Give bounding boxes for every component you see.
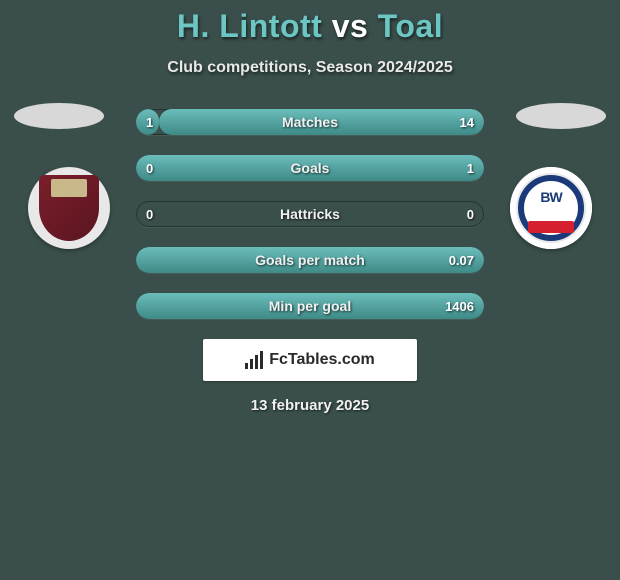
player2-club-badge: BW [510, 167, 592, 249]
stat-rows: 1 Matches 14 0 Goals 1 0 Hattricks 0 [136, 109, 484, 319]
chart-bars-icon [245, 351, 263, 369]
branding-label: FcTables.com [269, 351, 375, 369]
stat-label: Min per goal [136, 293, 484, 319]
stat-value-right: 14 [450, 109, 484, 135]
stat-value-left: 0 [136, 155, 163, 181]
stat-label: Goals per match [136, 247, 484, 273]
title-player1: H. Lintott [177, 8, 322, 44]
stat-label: Hattricks [136, 201, 484, 227]
subtitle: Club competitions, Season 2024/2025 [0, 59, 620, 77]
player2-photo [516, 103, 606, 129]
stat-value-left [136, 293, 156, 319]
stat-row-min-per-goal: Min per goal 1406 [136, 293, 484, 319]
stat-value-right: 1406 [435, 293, 484, 319]
comparison-area: BW 1 Matches 14 0 Goals 1 0 [0, 109, 620, 319]
stat-value-left [136, 247, 156, 273]
crest-ribbon-icon [528, 221, 574, 233]
player1-photo [14, 103, 104, 129]
stat-value-right: 0 [457, 201, 484, 227]
footer-date: 13 february 2025 [0, 397, 620, 414]
stat-value-left: 0 [136, 201, 163, 227]
stat-row-goals: 0 Goals 1 [136, 155, 484, 181]
player1-club-badge [28, 167, 110, 249]
stat-row-matches: 1 Matches 14 [136, 109, 484, 135]
stat-label: Matches [136, 109, 484, 135]
stat-value-right: 0.07 [439, 247, 484, 273]
stat-label: Goals [136, 155, 484, 181]
stat-row-goals-per-match: Goals per match 0.07 [136, 247, 484, 273]
branding-badge[interactable]: FcTables.com [203, 339, 417, 381]
crest-initials: BW [540, 189, 561, 205]
comparison-card: H. Lintott vs Toal Club competitions, Se… [0, 0, 620, 414]
club-crest-icon [39, 175, 99, 241]
stat-row-hattricks: 0 Hattricks 0 [136, 201, 484, 227]
stat-value-right: 1 [457, 155, 484, 181]
title-player2: Toal [378, 8, 443, 44]
page-title: H. Lintott vs Toal [0, 8, 620, 45]
title-vs: vs [332, 8, 369, 44]
stat-value-left: 1 [136, 109, 163, 135]
